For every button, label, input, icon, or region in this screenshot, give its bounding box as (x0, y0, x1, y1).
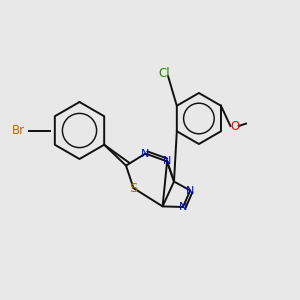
Text: N: N (186, 185, 194, 196)
Text: Br: Br (12, 124, 25, 137)
Text: N: N (141, 148, 150, 159)
Text: Cl: Cl (159, 67, 170, 80)
Text: N: N (163, 156, 171, 167)
Text: N: N (179, 202, 187, 212)
Text: S: S (129, 182, 138, 195)
Text: O: O (230, 119, 239, 133)
